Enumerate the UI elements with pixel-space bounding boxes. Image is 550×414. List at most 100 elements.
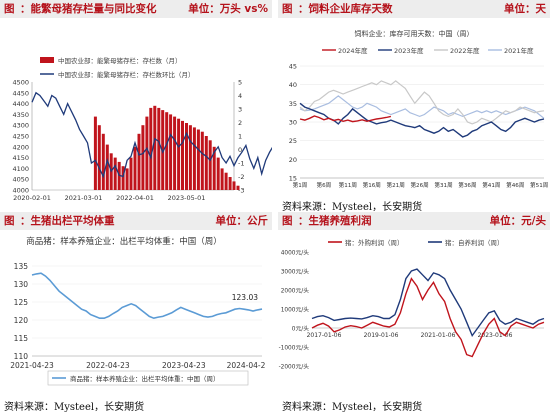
x-tick-label: 2022-04-01 — [116, 194, 154, 202]
panel-hog-weight: 图 ：生猪出栏平均体重 单位：公斤 商品猪：样本养殖企业：出栏平均体重：中国（周… — [0, 212, 272, 414]
legend-label: 商品猪：样本养殖企业：出栏平均体重：中国（周） — [70, 374, 220, 383]
y-left-tick-label: 4500 — [12, 79, 29, 87]
bar — [185, 123, 188, 190]
chart-feed-inventory: 饲料企业：库存可用天数：中国（周） 2024年度 2023年度 2022年度 2021年… — [289, 29, 549, 189]
legend-label: 2023年度 — [394, 46, 424, 55]
bar — [216, 157, 220, 190]
figure-tag: 图 — [4, 3, 15, 15]
y-left-tick-label: 4150 — [12, 154, 29, 162]
y-tick-label: 110 — [14, 352, 29, 361]
y-tick-label: 1000元/头 — [281, 306, 310, 314]
y-tick-label: 2000元/头 — [281, 287, 310, 295]
panel-unit: 单位：元/头 — [489, 215, 546, 227]
x-tick-label: 2023-01-06 — [478, 332, 513, 339]
x-tick-label: 第11周 — [339, 181, 357, 189]
y-left-tick-label: 4050 — [12, 176, 29, 184]
y-left-tick-label: 4400 — [12, 100, 29, 108]
y-tick-label: 35 — [289, 100, 297, 108]
source-note: 资料来源：Mysteel，长安期货 — [282, 202, 423, 213]
x-tick-label: 2021-04-23 — [10, 361, 54, 370]
bar — [121, 166, 125, 190]
y-tick-label: 15 — [289, 175, 297, 183]
chart-title: 商品猪：样本养殖企业：出栏平均体重：中国（周） — [26, 236, 222, 247]
bar — [161, 110, 165, 190]
y-tick-label: 3000元/头 — [281, 268, 310, 276]
chart-title: 饲料企业：库存可用天数：中国（周） — [355, 29, 474, 38]
bar — [101, 133, 105, 190]
bar — [188, 125, 192, 190]
bar — [220, 168, 224, 190]
legend-label: 2024年度 — [338, 46, 368, 55]
x-tick-label: 第26周 — [410, 181, 428, 189]
y-tick-label: 130 — [14, 280, 29, 289]
series-line — [299, 115, 392, 123]
legend-label: 2021年度 — [504, 46, 534, 55]
bar — [204, 136, 208, 190]
bar — [181, 120, 184, 190]
y-left-tick-label: 4200 — [12, 143, 29, 151]
figure-tag: 图 — [4, 215, 15, 227]
legend-label-line: 中国农业部：能繁母猪存栏：存栏数环比（月） — [58, 70, 195, 79]
legend-box — [47, 370, 249, 386]
y-tick-label: 4000元/头 — [281, 249, 310, 257]
legend-label: 2022年度 — [450, 46, 480, 55]
panel-unit: 单位：万头 vs% — [188, 3, 268, 15]
x-tick-label: 第6周 — [317, 181, 332, 189]
series-line — [299, 80, 545, 125]
panel-header: 图 ：饲料企业库存天数 单位：天 — [278, 0, 550, 18]
x-tick-label: 2021-01-06 — [421, 332, 456, 339]
panel-hog-profit: 图 ：生猪养殖利润 单位：元/头 猪：外购利润（周） 猪：自养利润（周） -2000… — [278, 212, 550, 414]
y-left-tick-label: 4450 — [12, 89, 29, 97]
panel-header: 图 ：生猪出栏平均体重 单位：公斤 — [0, 212, 272, 230]
bar — [228, 177, 232, 190]
panel-sow-inventory: 图 ：能繁母猪存栏量与同比变化 单位：万头 vs% 中国农业部：能繁母猪存栏：存… — [0, 0, 272, 212]
bar — [208, 140, 212, 190]
panel-title: ：生猪出栏平均体重 — [20, 215, 115, 227]
bar — [232, 181, 236, 190]
y-left-tick-label: 4100 — [12, 165, 29, 173]
bar — [105, 144, 109, 190]
y-tick-label: 135 — [14, 262, 29, 271]
y-tick-label: 125 — [14, 298, 29, 307]
y-right-tick-label: -1 — [238, 160, 244, 168]
chart-hog-profit: 猪：外购利润（周） 猪：自养利润（周） -2000元/头 -1000元/头 0元/头 10… — [279, 238, 545, 371]
source-note: 资料来源：Mysteel，长安期货 — [282, 402, 423, 413]
y-right-tick-label: 5 — [238, 79, 242, 87]
panel-feed-inventory: 图 ：饲料企业库存天数 单位：天 饲料企业：库存可用天数：中国（周） 2024年度… — [278, 0, 550, 213]
y-left-tick-label: 4250 — [12, 133, 29, 141]
bar — [236, 185, 240, 190]
bar — [165, 112, 169, 190]
x-tick-label: 2020-02-01 — [13, 194, 51, 202]
x-tick-label: 2024-04-2 — [227, 361, 266, 370]
x-tick-label: 2017-01-06 — [307, 332, 342, 339]
y-tick-label: 20 — [289, 156, 297, 164]
x-tick-label: 第31周 — [434, 181, 452, 189]
y-right-tick-label: 3 — [238, 106, 242, 114]
panel-unit: 单位：天 — [504, 3, 546, 15]
legend-label: 猪：自养利润（周） — [445, 238, 504, 247]
y-tick-label: 40 — [289, 81, 297, 89]
last-value-label: 123.03 — [232, 293, 258, 302]
bar — [173, 116, 177, 190]
bar — [129, 157, 133, 190]
bar — [97, 125, 101, 190]
x-tick-label: 2019-01-06 — [364, 332, 399, 339]
y-tick-label: -2000元/头 — [279, 363, 310, 371]
x-tick-label: 第51周 — [530, 181, 548, 189]
bar — [93, 116, 97, 190]
y-tick-label: 115 — [14, 334, 29, 343]
y-right-tick-label: 1 — [238, 133, 242, 141]
bar — [141, 125, 145, 190]
y-tick-label: -1000元/头 — [279, 344, 310, 352]
bar — [113, 157, 117, 190]
bar — [200, 131, 204, 190]
y-tick-label: 30 — [289, 119, 297, 127]
y-right-tick-label: 4 — [238, 92, 242, 100]
y-left-tick-label: 4350 — [12, 111, 29, 119]
y-right-tick-label: 0 — [238, 146, 242, 154]
series-line — [311, 277, 545, 358]
legend-label: 猪：外购利润（周） — [345, 238, 404, 247]
series-line — [31, 91, 272, 179]
x-tick-label: 第41周 — [482, 181, 500, 189]
y-right-tick-label: 2 — [238, 119, 242, 127]
